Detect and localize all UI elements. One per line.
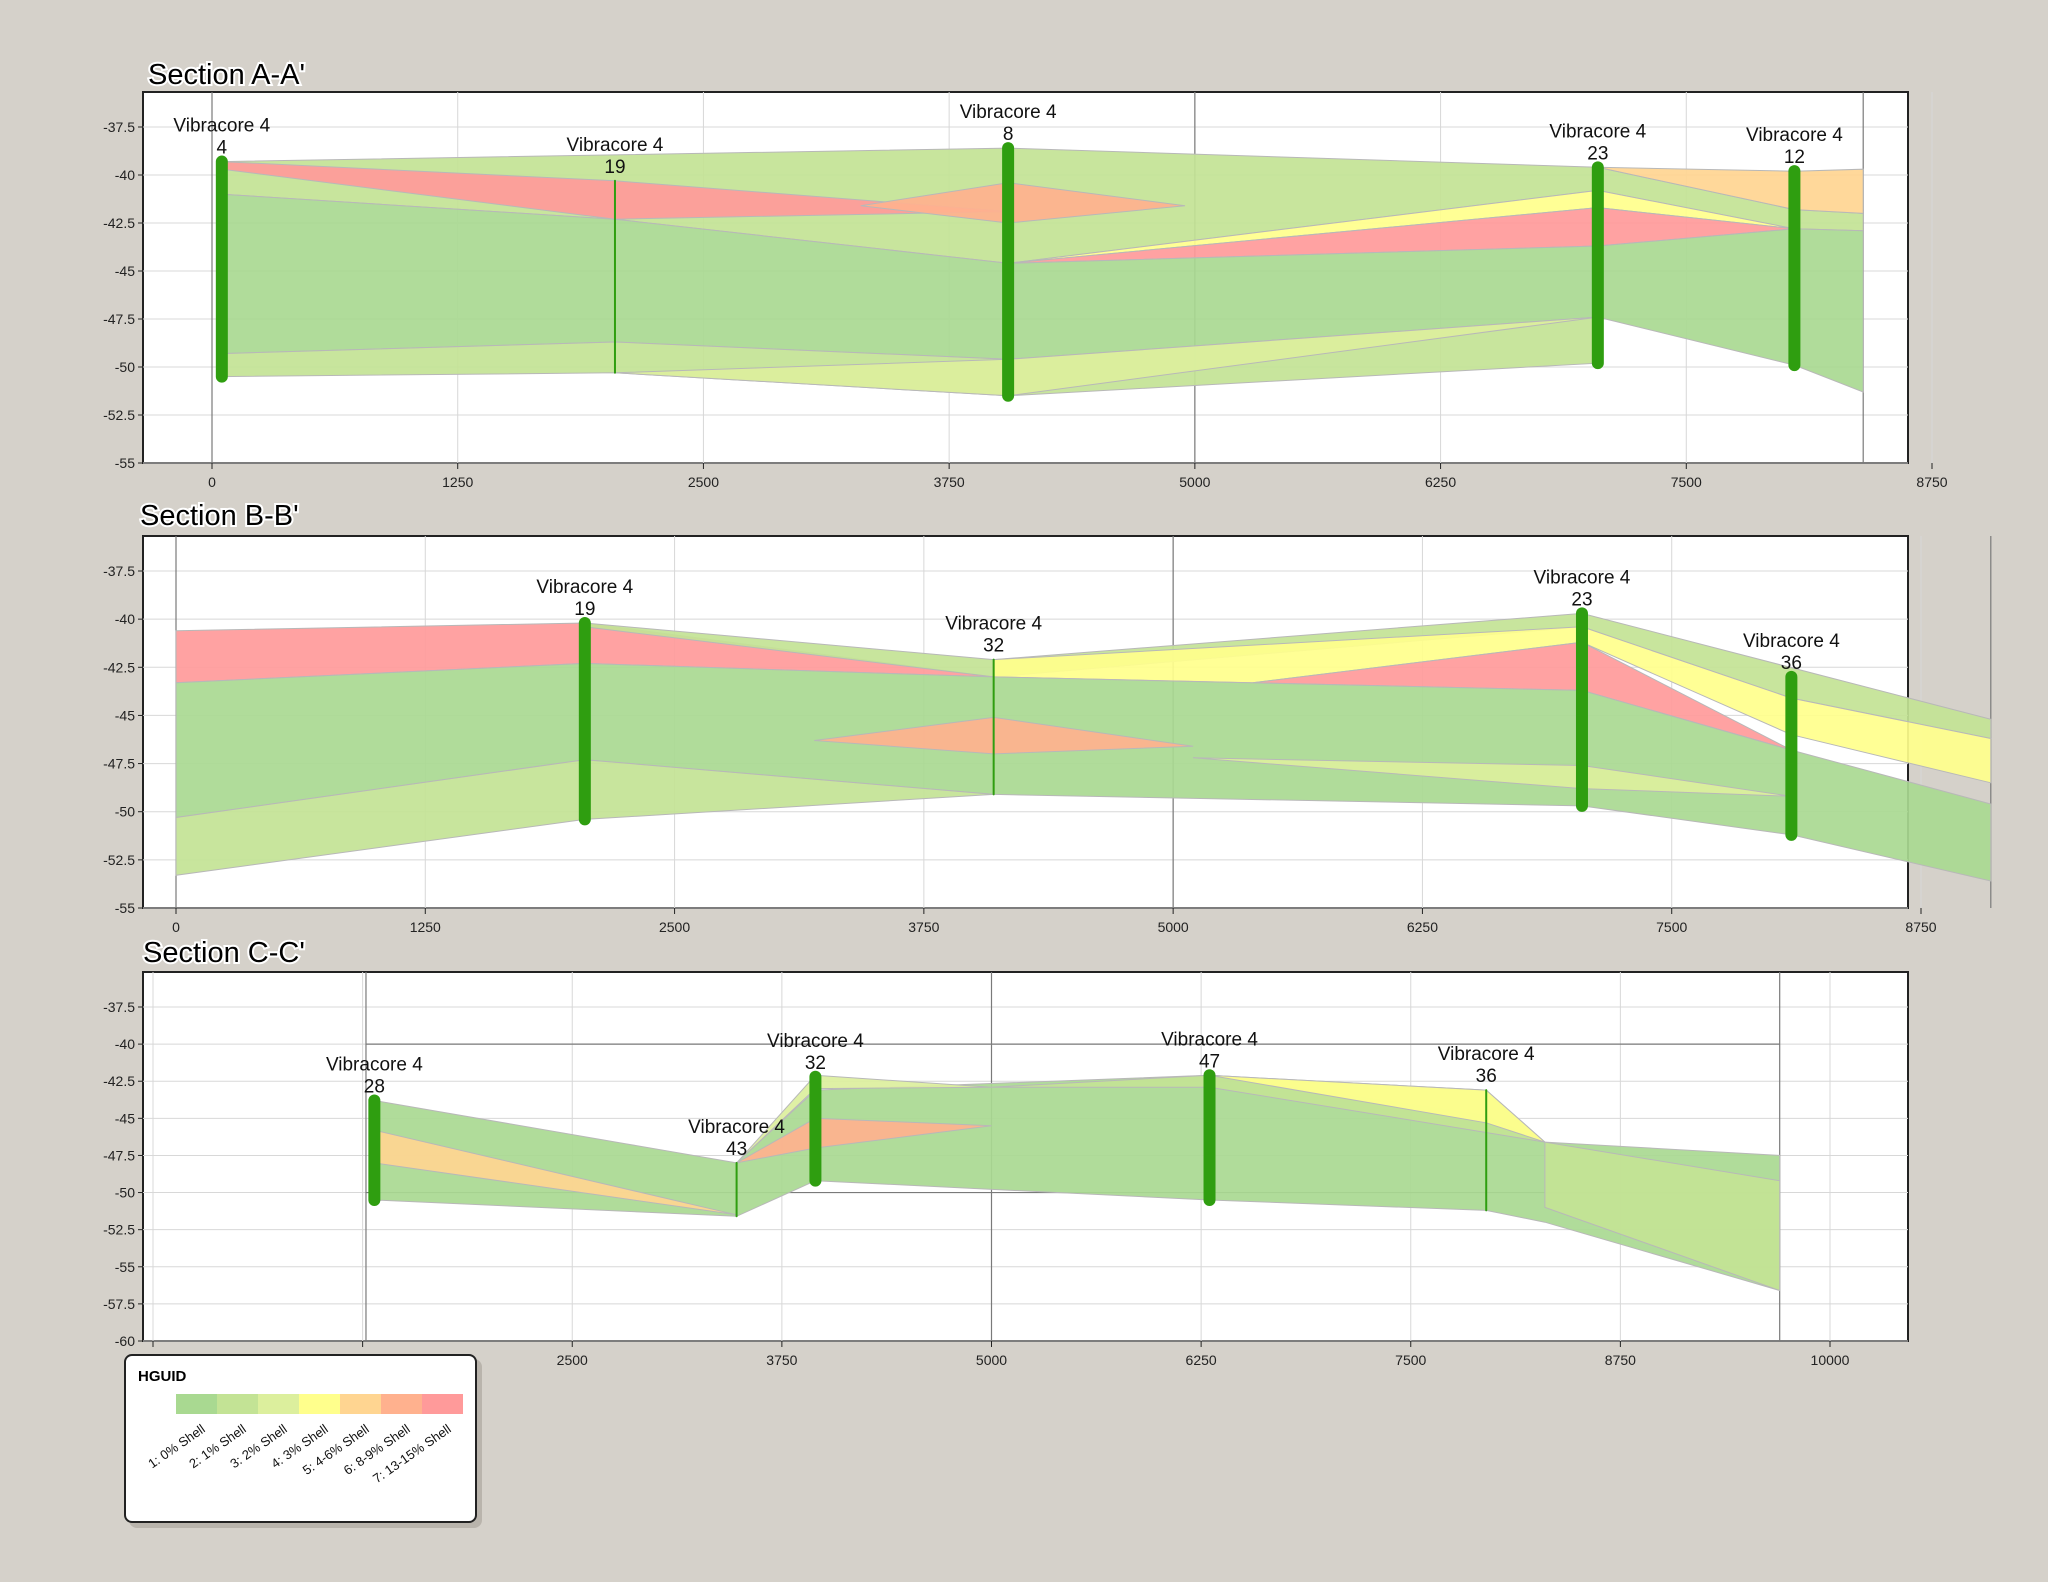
y-tick-label: -40 bbox=[115, 611, 135, 627]
core-id-label: 43 bbox=[726, 1139, 747, 1160]
y-tick-label: -37.5 bbox=[103, 999, 135, 1015]
core-name-label: Vibracore 4 bbox=[960, 102, 1057, 123]
legend-swatch bbox=[340, 1394, 381, 1414]
x-tick-label: 8750 bbox=[1605, 1352, 1636, 1368]
core-id-label: 36 bbox=[1476, 1066, 1497, 1087]
legend-title: HGUID bbox=[138, 1368, 187, 1385]
y-tick-label: -42.5 bbox=[103, 1073, 135, 1089]
x-tick-label: 6250 bbox=[1186, 1352, 1217, 1368]
y-tick-label: -50 bbox=[115, 359, 135, 375]
x-tick-label: 1250 bbox=[442, 474, 473, 490]
core-id-label: 36 bbox=[1781, 653, 1802, 674]
x-tick-label: 3750 bbox=[766, 1352, 797, 1368]
x-tick-label: 3750 bbox=[908, 919, 939, 935]
y-tick-label: -42.5 bbox=[103, 215, 135, 231]
x-tick-label: 7500 bbox=[1395, 1352, 1426, 1368]
hguid-legend: HGUID 1: 0% Shell 2: 1% Shell 3: 2% Shell 4… bbox=[124, 1354, 477, 1523]
core-name-label: Vibracore 4 bbox=[945, 614, 1042, 635]
y-tick-label: -45 bbox=[115, 707, 135, 723]
core-id-label: 12 bbox=[1784, 147, 1805, 168]
y-tick-label: -45 bbox=[115, 1110, 135, 1126]
y-tick-label: -55 bbox=[115, 455, 135, 471]
y-tick-label: -57.5 bbox=[103, 1296, 135, 1312]
legend-swatch bbox=[217, 1394, 258, 1414]
y-tick-label: -47.5 bbox=[103, 756, 135, 772]
x-tick-label: 6250 bbox=[1407, 919, 1438, 935]
y-tick-label: -37.5 bbox=[103, 563, 135, 579]
y-tick-label: -50 bbox=[115, 1185, 135, 1201]
core-name-label: Vibracore 4 bbox=[536, 577, 633, 598]
core-id-label: 47 bbox=[1199, 1051, 1220, 1072]
core-name-label: Vibracore 4 bbox=[1549, 121, 1646, 142]
core-name-label: Vibracore 4 bbox=[567, 135, 664, 156]
x-tick-label: 7500 bbox=[1656, 919, 1687, 935]
layer-unit-class-2 bbox=[1544, 1141, 1781, 1292]
core-name-label: Vibracore 4 bbox=[1438, 1044, 1535, 1065]
x-tick-label: 3750 bbox=[934, 474, 965, 490]
core-id-label: 28 bbox=[364, 1077, 385, 1098]
core-name-label: Vibracore 4 bbox=[326, 1055, 423, 1076]
y-tick-label: -60 bbox=[115, 1333, 135, 1349]
core-id-label: 8 bbox=[1003, 124, 1014, 145]
y-tick-label: -40 bbox=[115, 1036, 135, 1052]
core-name-label: Vibracore 4 bbox=[767, 1031, 864, 1052]
legend-swatch bbox=[176, 1394, 217, 1414]
x-tick-label: 5000 bbox=[1158, 919, 1189, 935]
x-tick-label: 8750 bbox=[1905, 919, 1936, 935]
core-id-label: 19 bbox=[574, 599, 595, 620]
y-tick-label: -55 bbox=[115, 900, 135, 916]
y-tick-label: -55 bbox=[115, 1259, 135, 1275]
x-tick-label: 2500 bbox=[688, 474, 719, 490]
y-tick-label: -47.5 bbox=[103, 1147, 135, 1163]
y-tick-label: -52.5 bbox=[103, 852, 135, 868]
y-tick-label: -42.5 bbox=[103, 659, 135, 675]
x-tick-label: 6250 bbox=[1425, 474, 1456, 490]
core-id-label: 23 bbox=[1587, 143, 1608, 164]
y-tick-label: -52.5 bbox=[103, 407, 135, 423]
core-name-label: Vibracore 4 bbox=[1746, 125, 1843, 146]
y-tick-label: -37.5 bbox=[103, 119, 135, 135]
x-tick-label: 5000 bbox=[1179, 474, 1210, 490]
x-tick-label: 2500 bbox=[659, 919, 690, 935]
layer-unit-class-6 bbox=[814, 716, 1194, 755]
layer-unit-class-6 bbox=[736, 1117, 992, 1164]
x-tick-label: 5000 bbox=[976, 1352, 1007, 1368]
core-id-label: 23 bbox=[1571, 589, 1592, 610]
legend-swatch bbox=[258, 1394, 299, 1414]
x-tick-label: 8750 bbox=[1916, 474, 1947, 490]
x-tick-label: 7500 bbox=[1671, 474, 1702, 490]
legend-swatch bbox=[381, 1394, 422, 1414]
legend-swatch bbox=[422, 1394, 463, 1414]
y-tick-label: -45 bbox=[115, 263, 135, 279]
core-id-label: 32 bbox=[805, 1053, 826, 1074]
core-name-label: Vibracore 4 bbox=[1161, 1029, 1258, 1050]
x-tick-label: 0 bbox=[172, 919, 180, 935]
core-name-label: Vibracore 4 bbox=[1743, 631, 1840, 652]
y-tick-label: -52.5 bbox=[103, 1222, 135, 1238]
core-id-label: 19 bbox=[604, 157, 625, 178]
section-title: Section B-B' bbox=[140, 500, 299, 532]
y-tick-label: -47.5 bbox=[103, 311, 135, 327]
core-id-label: 32 bbox=[983, 636, 1004, 657]
y-tick-label: -50 bbox=[115, 804, 135, 820]
x-tick-label: 2500 bbox=[557, 1352, 588, 1368]
x-tick-label: 10000 bbox=[1811, 1352, 1850, 1368]
x-tick-label: 0 bbox=[208, 474, 216, 490]
core-name-label: Vibracore 4 bbox=[688, 1117, 785, 1138]
core-name-label: Vibracore 4 bbox=[1534, 567, 1631, 588]
section-title: Section C-C' bbox=[143, 937, 305, 969]
core-name-label: Vibracore 4 bbox=[173, 116, 270, 137]
core-id-label: 4 bbox=[217, 138, 228, 159]
section-title: Section A-A' bbox=[148, 59, 305, 91]
y-tick-label: -40 bbox=[115, 167, 135, 183]
layer-unit-class-6 bbox=[860, 182, 1186, 224]
x-tick-label: 1250 bbox=[410, 919, 441, 935]
legend-swatch bbox=[299, 1394, 340, 1414]
